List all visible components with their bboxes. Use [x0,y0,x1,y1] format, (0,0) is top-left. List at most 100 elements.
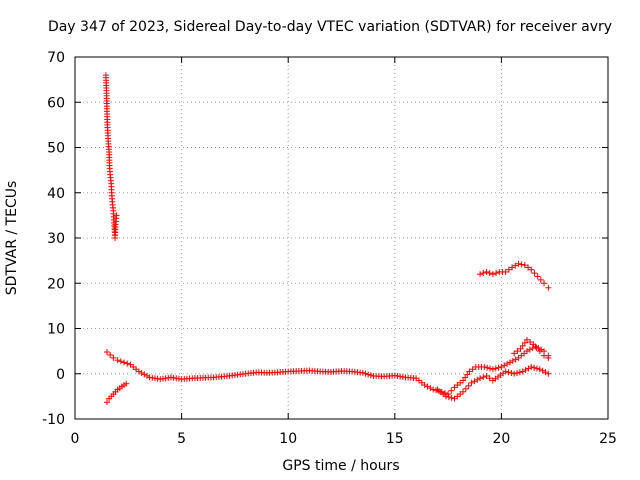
data-point [537,276,544,283]
x-tick-label: 5 [177,431,186,447]
x-axis-label: GPS time / hours [282,458,399,474]
x-tick-label: 0 [71,431,80,447]
data-point [448,387,455,394]
data-point [466,368,473,375]
data-point [365,371,372,378]
data-point [143,372,150,379]
data-point [516,369,523,376]
y-tick-label: 60 [47,95,65,111]
data-point [530,341,537,348]
data-point [541,352,548,359]
data-point [484,364,491,371]
data-point [469,366,476,373]
x-tick-label: 15 [386,431,404,447]
data-point [464,371,471,378]
data-point [486,375,493,382]
data-point [512,262,519,269]
x-tick-label: 10 [279,431,297,447]
data-point [465,382,472,389]
data-point [107,351,114,358]
y-axis-label: SDTVAR / TECUs [4,181,20,296]
data-point [541,280,548,287]
data-point [531,270,538,277]
data-point [502,368,509,375]
data-point [359,369,366,376]
data-point [492,365,499,372]
ticks: 0 5 10 15 20 25 -10 0 10 20 30 40 50 60 70 [42,50,617,447]
data-point [124,360,131,367]
data-point [545,354,552,361]
data-point [462,374,469,381]
data-point [480,374,487,381]
data-point [536,348,543,355]
data-point [362,370,369,377]
y-tick-label: 70 [47,50,65,66]
data-point [117,358,124,365]
data-point [367,372,374,379]
y-tick-label: 50 [47,141,65,157]
data-point [462,385,469,392]
data-point [121,359,128,366]
data-point [517,345,524,352]
data-point [445,394,452,401]
data-point [519,342,526,349]
data-point [141,371,148,378]
data-point [483,268,490,275]
data-point [521,262,528,269]
data-point [505,266,512,273]
data-point [509,264,516,271]
data-point [103,349,110,356]
data-point [545,284,552,291]
data-point [489,271,496,278]
data-point [528,266,535,273]
x-tick-label: 25 [599,431,617,447]
x-tick-label: 20 [492,431,510,447]
chart-title: Day 347 of 2023, Sidereal Day-to-day VTE… [48,19,612,35]
data-point [135,368,142,375]
data-point [502,268,509,275]
data-point [113,212,120,219]
data-point [114,357,121,364]
data-point [514,348,521,355]
data-point [515,260,522,267]
data-point [505,369,512,376]
data-point [477,375,484,382]
data-point [534,273,541,280]
data-point [110,354,117,361]
data-point [545,370,552,377]
data-point [521,339,528,346]
data-point [528,363,535,370]
data-point [442,393,449,400]
data-point [523,336,530,343]
data-point [480,270,487,277]
grid [75,57,608,419]
data-point [460,377,467,384]
y-tick-label: -10 [42,412,65,428]
data-point [433,387,440,394]
data-point [103,399,110,406]
data-point [477,271,484,278]
data-point [495,364,502,371]
y-tick-label: 20 [47,276,65,292]
data-point [138,369,145,376]
data-point [531,364,538,371]
data-point [527,339,534,346]
data-point [489,366,496,373]
y-tick-label: 30 [47,231,65,247]
data-point [123,380,130,387]
data-points [102,72,552,406]
data-point [511,370,518,377]
data-point [460,388,467,395]
y-tick-label: 10 [47,322,65,338]
data-point [525,264,532,271]
data-point [514,369,521,376]
data-point [487,365,494,372]
data-point [493,270,500,277]
data-point [518,261,525,268]
data-point [486,270,493,277]
data-point [481,363,488,370]
data-point [533,365,540,372]
data-point [483,373,490,380]
